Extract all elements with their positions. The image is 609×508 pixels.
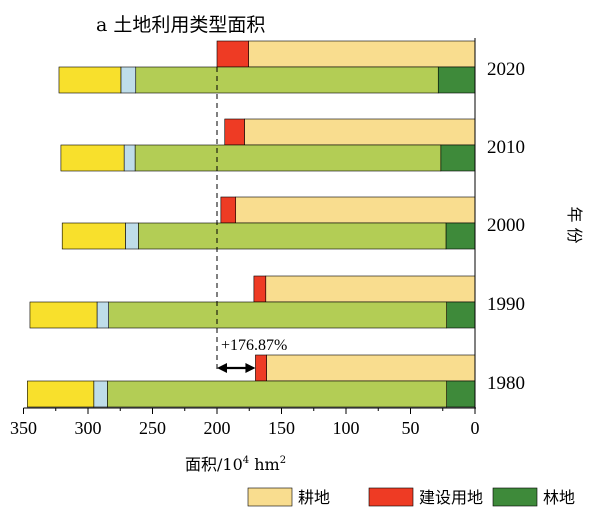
arrow-head-left — [217, 363, 227, 373]
x-tick-label: 250 — [139, 418, 166, 438]
growth-annotation: +176.87% — [221, 337, 287, 354]
bar-建设用地-2010 — [224, 118, 245, 146]
x-tick-label: 0 — [471, 418, 480, 438]
bar-林地-2010 — [440, 144, 476, 172]
x-tick-label: 50 — [402, 418, 420, 438]
bar-water-2010 — [123, 144, 136, 172]
x-axis-label-unit-exp: 2 — [280, 455, 286, 466]
bar-耕地-1990 — [265, 275, 476, 303]
bar-grass-2020 — [135, 66, 439, 94]
year-label-2010: 2010 — [487, 137, 525, 158]
legend-label-林地: 林地 — [543, 488, 575, 507]
x-axis-label-base: 面积/10 — [185, 455, 243, 474]
bar-耕地-2010 — [244, 118, 476, 146]
bar-耕地-1980 — [266, 354, 476, 382]
bar-林地-2020 — [437, 66, 476, 94]
x-tick-label: 100 — [333, 418, 360, 438]
bar-建设用地-1980 — [255, 354, 267, 382]
bars-layer — [27, 40, 476, 408]
bar-water-2000 — [125, 222, 139, 250]
x-axis-label-exp: 4 — [243, 455, 249, 466]
bar-water-2020 — [120, 66, 137, 94]
x-tick-label: 300 — [75, 418, 102, 438]
x-tick-label: 150 — [268, 418, 295, 438]
bar-other-2010 — [60, 144, 125, 172]
bar-林地-2000 — [445, 222, 476, 250]
x-axis-label-unit: hm — [249, 455, 280, 474]
bar-water-1980 — [93, 380, 108, 408]
bar-grass-1980 — [107, 380, 447, 408]
bar-other-2000 — [61, 222, 126, 250]
bar-建设用地-2000 — [220, 196, 237, 224]
bar-建设用地-2020 — [216, 40, 249, 68]
reference-layer: +176.87% — [216, 67, 287, 373]
year-label-1980: 1980 — [487, 373, 525, 394]
year-label-2000: 2000 — [487, 215, 525, 236]
bar-林地-1980 — [446, 380, 476, 408]
arrow-head-right — [245, 363, 256, 373]
bar-建设用地-1990 — [253, 275, 267, 303]
bar-grass-2000 — [138, 222, 447, 250]
legend-label-耕地: 耕地 — [298, 488, 330, 507]
bar-water-1990 — [96, 301, 109, 329]
year-label-1990: 1990 — [487, 294, 525, 315]
x-tick-label: 350 — [10, 418, 37, 438]
bar-林地-1990 — [446, 301, 476, 329]
x-axis: 350 300 250 200 150 100 50 0 — [10, 38, 480, 438]
legend-label-建设用地: 建设用地 — [419, 488, 483, 507]
bar-other-1990 — [29, 301, 98, 329]
legend-swatch-耕地 — [247, 487, 293, 507]
bar-grass-2010 — [134, 144, 442, 172]
x-axis-label: 面积/104 hm2 — [185, 455, 286, 474]
year-labels: 2020 2010 2000 1990 1980 — [487, 59, 525, 394]
bar-other-1980 — [27, 380, 95, 408]
bar-耕地-2000 — [235, 196, 476, 224]
y-axis-label: 年 份 — [565, 206, 584, 243]
bar-other-2020 — [58, 66, 122, 94]
bar-grass-1990 — [108, 301, 447, 329]
bar-耕地-2020 — [248, 40, 476, 68]
chart-title: a 土地利用类型面积 — [96, 14, 265, 36]
x-tick-label: 200 — [204, 418, 231, 438]
legend: 耕地 建设用地 林地 — [247, 487, 575, 507]
legend-swatch-林地 — [492, 487, 538, 507]
legend-swatch-建设用地 — [368, 487, 414, 507]
year-label-2020: 2020 — [487, 59, 525, 80]
